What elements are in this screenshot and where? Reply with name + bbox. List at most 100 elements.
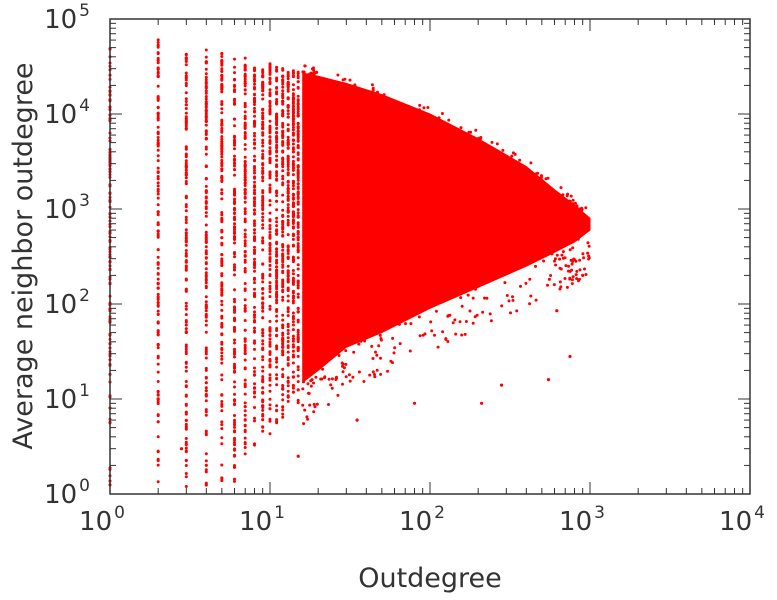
data-point (184, 369, 188, 373)
data-point (286, 209, 290, 213)
data-point (204, 80, 208, 84)
data-point (243, 160, 247, 164)
data-point (253, 202, 256, 206)
data-point (220, 427, 224, 431)
data-point (243, 337, 247, 341)
data-point (275, 254, 279, 258)
data-point (204, 75, 208, 79)
data-point (233, 57, 236, 61)
data-point (268, 176, 272, 180)
data-point (296, 144, 300, 147)
data-point (275, 347, 279, 351)
data-point (233, 369, 236, 373)
x-tick-label: 10 1 (239, 503, 285, 537)
y-axis-title: Average neighbor outdegree (8, 62, 39, 449)
data-point (291, 104, 295, 108)
data-point (261, 75, 265, 79)
data-point (261, 380, 265, 384)
data-point (220, 118, 224, 122)
data-point (296, 279, 300, 283)
data-point (184, 240, 188, 244)
data-point (261, 309, 265, 313)
data-point (268, 203, 272, 207)
data-point (296, 337, 300, 341)
data-point (570, 278, 574, 282)
data-point (286, 184, 290, 187)
data-point (329, 383, 333, 387)
data-point (156, 333, 160, 337)
data-point (204, 281, 208, 285)
data-point (275, 115, 279, 119)
data-point (233, 263, 236, 267)
data-point (243, 56, 247, 60)
data-point (296, 349, 300, 353)
outlier-point (499, 383, 504, 387)
data-point (184, 268, 188, 272)
data-point (233, 338, 236, 342)
data-point (281, 82, 285, 86)
data-point (341, 362, 345, 366)
data-point (243, 343, 247, 347)
data-point (233, 402, 236, 406)
data-point (268, 337, 272, 341)
data-point (243, 63, 247, 67)
data-point (220, 197, 224, 201)
data-point (291, 88, 295, 92)
data-point (291, 337, 295, 341)
data-point (296, 345, 300, 349)
data-point (220, 162, 224, 166)
data-point (336, 393, 340, 397)
data-point (330, 377, 334, 381)
data-point (378, 333, 382, 337)
data-point (584, 273, 588, 276)
data-point (291, 205, 295, 209)
data-point (286, 314, 290, 318)
data-point (573, 258, 577, 262)
data-point (296, 153, 300, 156)
data-point (253, 224, 256, 227)
point-column (291, 69, 295, 394)
data-point (233, 425, 236, 429)
data-point (261, 68, 265, 72)
data-point (184, 419, 188, 422)
data-point (184, 76, 188, 80)
data-point (261, 274, 265, 278)
data-point (261, 369, 265, 373)
data-point (253, 97, 256, 101)
data-point (220, 314, 224, 318)
data-point (184, 443, 188, 447)
data-point (233, 392, 236, 396)
data-point (342, 366, 346, 370)
data-point (204, 278, 208, 282)
data-point (220, 393, 224, 397)
data-point (391, 361, 394, 365)
data-point (281, 398, 285, 402)
data-point (243, 345, 247, 349)
data-point (430, 329, 434, 333)
data-point (243, 385, 247, 389)
data-point (286, 233, 290, 237)
data-point (296, 76, 300, 80)
data-point (253, 211, 256, 215)
data-point (156, 38, 160, 42)
data-point (261, 302, 265, 306)
tick-label-exponent: 2 (79, 286, 90, 306)
data-point (296, 200, 300, 204)
data-point (233, 429, 236, 433)
data-point (281, 149, 285, 153)
data-point (261, 418, 265, 422)
data-point (268, 69, 272, 72)
data-point (243, 84, 247, 88)
data-point (571, 202, 575, 206)
data-point (446, 340, 450, 343)
data-point (275, 150, 279, 154)
data-point (220, 130, 224, 134)
data-point (291, 343, 295, 347)
data-point (261, 316, 265, 320)
data-point (296, 281, 300, 285)
outlier-point (480, 401, 484, 405)
data-point (156, 97, 160, 101)
data-point (184, 205, 188, 209)
data-point (275, 232, 279, 236)
data-point (268, 268, 272, 271)
